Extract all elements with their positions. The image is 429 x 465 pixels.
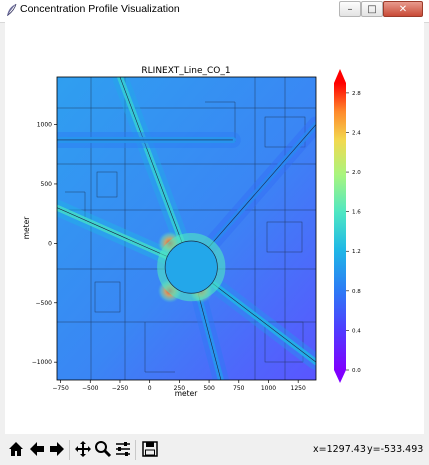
colorbar-tick-label: 1.2	[352, 249, 361, 255]
y-axis: −1000 −500 0 500 1000	[32, 122, 57, 366]
x-coordinate-readout: x=1297.43	[313, 444, 366, 455]
save-icon[interactable]	[141, 440, 159, 458]
roundabout	[157, 232, 226, 302]
back-icon[interactable]	[28, 440, 46, 458]
pan-icon[interactable]	[74, 440, 92, 458]
navigation-toolbar: x=1297.43 y=-533.493	[0, 435, 429, 465]
colorbar-tick-label: 2.8	[352, 91, 361, 97]
configure-subplots-icon[interactable]	[114, 440, 132, 458]
roundabout-glow	[157, 232, 226, 302]
x-axis: −750 −500 −250 0 250 500 750 1000 1250	[52, 380, 306, 392]
x-tick-label: 1000	[261, 385, 276, 392]
x-axis-label: meter	[175, 389, 198, 398]
colorbar-min-arrow	[334, 370, 346, 383]
plot-frame	[56, 76, 317, 381]
y-axis-label: meter	[22, 216, 31, 239]
colorbar-tick-label: 0.4	[352, 328, 361, 334]
forward-icon[interactable]	[48, 440, 66, 458]
colorbar-gradient	[334, 83, 346, 370]
colorbar-tick-label: 2.4	[352, 130, 361, 136]
colorbar-max-arrow	[334, 69, 346, 83]
window-titlebar: Concentration Profile Visualization – □ …	[0, 0, 429, 23]
feather-icon	[7, 3, 17, 16]
colorbar-tick-label: 0.0	[352, 368, 361, 374]
y-tick-label: 1000	[37, 122, 52, 129]
colorbar: 0.0 0.4 0.8 1.2 1.6 2.0 2.4 2.8	[334, 69, 361, 383]
street-grid	[57, 77, 316, 380]
colorbar-tick-label: 0.8	[352, 289, 361, 295]
y-tick-label: −500	[36, 300, 53, 307]
y-tick-label: 500	[41, 181, 53, 188]
y-coordinate-readout: y=-533.493	[367, 444, 424, 455]
zoom-icon[interactable]	[94, 440, 112, 458]
toolbar-separator	[69, 440, 70, 460]
colorbar-tick-label: 2.0	[352, 170, 361, 176]
chart-title: RLINEXT_Line_CO_1	[141, 66, 230, 76]
home-icon[interactable]	[7, 440, 25, 458]
roundabout-ring	[164, 240, 218, 294]
figure-canvas[interactable]: RLINEXT_Line_CO_1	[5, 22, 424, 434]
x-tick-label: −500	[82, 385, 99, 392]
window-title: Concentration Profile Visualization	[20, 3, 180, 15]
x-tick-label: 250	[174, 385, 186, 392]
minimize-button[interactable]: –	[339, 1, 361, 17]
colorbar-tick-label: 1.6	[352, 210, 361, 216]
heatmap-figure[interactable]: RLINEXT_Line_CO_1	[5, 22, 424, 434]
toolbar-separator	[135, 440, 136, 460]
plot-area	[57, 77, 316, 380]
colorbar-ticks: 0.0 0.4 0.8 1.2 1.6 2.0 2.4 2.8	[346, 91, 361, 374]
x-tick-label: −250	[112, 385, 129, 392]
x-tick-label: 1250	[291, 385, 306, 392]
x-tick-label: 500	[203, 385, 215, 392]
y-tick-label: −1000	[32, 359, 52, 366]
x-tick-label: 0	[148, 385, 152, 392]
y-tick-label: 0	[48, 240, 52, 247]
x-tick-label: 750	[233, 385, 245, 392]
close-button[interactable]: ✕	[383, 1, 423, 17]
maximize-button[interactable]: □	[361, 1, 383, 17]
x-tick-label: −750	[52, 385, 69, 392]
